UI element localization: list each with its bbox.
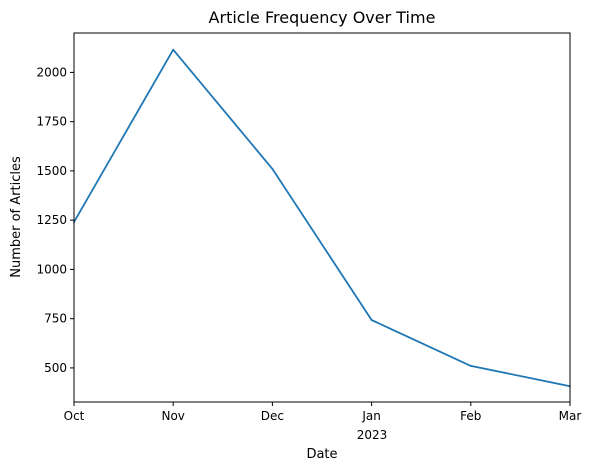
x-tick-label: Oct [64,409,85,423]
x-tick-label: Dec [261,409,284,423]
data-point [370,319,373,321]
y-tick-label: 2000 [36,65,67,79]
data-point [271,168,274,170]
x-axis-ticks: Oct Nov Dec Jan Feb Mar [64,402,582,423]
data-point [469,365,472,367]
x-tick-label: Jan [361,409,381,423]
series-line-0 [73,48,571,388]
y-axis-label: Number of Articles [9,156,24,278]
y-tick-label: 1000 [36,262,67,276]
y-tick-label: 1250 [36,213,67,227]
x-axis-label: Date [306,447,337,462]
y-tick-label: 500 [44,361,67,375]
plot-frame [73,32,571,403]
x-tick-label: Mar [559,409,582,423]
y-tick-label: 1750 [36,115,67,129]
y-axis-ticks: 500 750 1000 1250 1500 1750 2000 [36,65,74,375]
x-tick-label: Nov [161,409,184,423]
y-tick-label: 1500 [36,164,67,178]
plot-lines [73,48,571,388]
data-point [172,48,175,51]
x-year-label: 2023 [357,428,388,442]
y-tick-label: 750 [44,312,67,326]
chart-title: Article Frequency Over Time [209,8,436,27]
x-tick-label: Feb [460,409,481,423]
